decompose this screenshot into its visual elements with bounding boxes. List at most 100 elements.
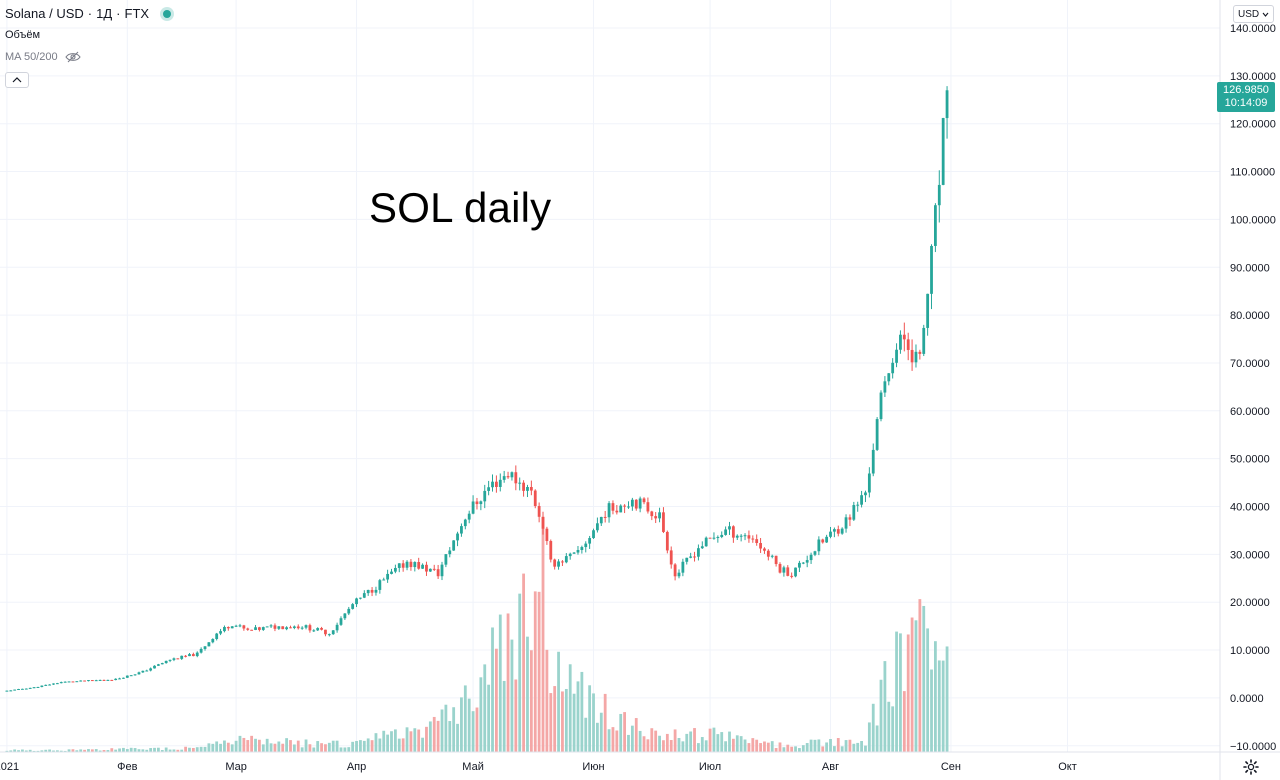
candle-body xyxy=(327,634,331,636)
currency-selector[interactable]: USD xyxy=(1233,5,1275,23)
candle-body xyxy=(304,625,308,628)
candle-body xyxy=(766,550,770,557)
candle-body xyxy=(922,327,926,354)
volume-bar xyxy=(720,732,724,752)
volume-bar xyxy=(642,736,646,752)
eye-crossed-icon[interactable] xyxy=(64,51,81,63)
candle-body xyxy=(153,665,156,669)
candle-body xyxy=(48,684,52,686)
candle-body xyxy=(638,498,642,509)
volume-bar xyxy=(630,725,634,752)
volume-bar xyxy=(782,747,786,752)
candle-body xyxy=(541,516,545,529)
volume-bar xyxy=(860,741,863,752)
candle-body xyxy=(397,563,401,568)
chart-settings-button[interactable] xyxy=(1241,757,1261,777)
volume-legend[interactable]: Объём xyxy=(5,29,40,41)
candle-body xyxy=(751,538,755,540)
volume-bar xyxy=(285,738,289,752)
volume-bar xyxy=(456,723,459,752)
candle-body xyxy=(603,516,607,518)
volume-bar xyxy=(654,730,658,752)
volume-bar xyxy=(599,712,603,752)
volume-bar xyxy=(32,750,36,752)
candle-body xyxy=(813,551,817,555)
candle-body xyxy=(339,618,343,625)
candle-body xyxy=(759,543,762,549)
volume-bar xyxy=(665,733,669,752)
candle-body xyxy=(386,573,390,580)
candle-body xyxy=(902,334,906,340)
candle-body xyxy=(646,502,650,512)
volume-bar xyxy=(669,740,673,752)
collapse-legend-button[interactable] xyxy=(5,72,29,88)
volume-bar xyxy=(87,749,90,752)
volume-bar xyxy=(261,744,265,752)
candle-body xyxy=(654,516,658,519)
candle-body xyxy=(483,490,487,502)
volume-bar xyxy=(588,685,592,752)
candle-body xyxy=(596,523,599,531)
candle-body xyxy=(347,608,351,614)
volume-bar xyxy=(934,641,937,752)
volume-bar xyxy=(483,664,487,752)
volume-bar xyxy=(160,749,164,752)
volume-bar xyxy=(374,733,378,752)
candle-body xyxy=(642,498,646,503)
volume-bar xyxy=(634,718,638,752)
volume-bar xyxy=(902,691,906,752)
volume-bar xyxy=(518,593,522,752)
candle-body xyxy=(28,687,32,689)
candle-body xyxy=(118,678,121,680)
volume-bar xyxy=(191,747,195,752)
volume-bar xyxy=(5,750,9,752)
candle-body xyxy=(677,572,681,577)
candle-body xyxy=(234,625,238,627)
candle-body xyxy=(673,564,677,577)
candle-body xyxy=(728,526,731,530)
candle-body xyxy=(129,675,133,677)
volume-bar xyxy=(813,739,817,752)
volume-bar xyxy=(269,743,273,752)
candle-body xyxy=(296,626,300,629)
volume-bar xyxy=(937,660,941,752)
candle-body xyxy=(934,205,937,246)
currency-label: USD xyxy=(1238,8,1260,20)
volume-bar xyxy=(362,740,366,752)
volume-bar xyxy=(662,740,665,752)
candle-body xyxy=(747,535,751,539)
candle-body xyxy=(448,550,452,555)
volume-bar xyxy=(401,738,405,752)
candle-body xyxy=(444,554,448,565)
interval-label: 1Д xyxy=(96,6,113,21)
volume-bar xyxy=(829,739,832,752)
volume-bar xyxy=(211,743,215,752)
volume-bar xyxy=(786,744,790,752)
volume-bar xyxy=(751,738,755,752)
candle-body xyxy=(805,560,809,563)
volume-bar xyxy=(219,743,222,752)
volume-bar xyxy=(650,728,654,752)
volume-bar xyxy=(646,739,650,752)
volume-bar xyxy=(133,748,137,752)
volume-bar xyxy=(52,750,55,752)
candle-body xyxy=(145,670,149,672)
volume-bar xyxy=(576,681,580,752)
candle-body xyxy=(895,349,898,363)
candle-body xyxy=(460,526,463,534)
candle-body xyxy=(83,680,86,682)
symbol-legend[interactable]: Solana / USD · 1Д · FTX xyxy=(5,6,172,21)
ma-legend[interactable]: MA 50/200 xyxy=(5,51,81,63)
price-axis-label: 0.0000 xyxy=(1230,693,1264,705)
candle-body xyxy=(716,536,720,538)
candle-body xyxy=(250,629,254,631)
candle-body xyxy=(498,479,502,487)
candle-body xyxy=(67,681,71,683)
candle-body xyxy=(63,681,67,683)
volume-bar xyxy=(681,741,685,752)
candle-body xyxy=(370,589,374,593)
volume-bar xyxy=(704,740,708,752)
volume-bar xyxy=(502,680,506,752)
volume-bar xyxy=(118,748,121,752)
